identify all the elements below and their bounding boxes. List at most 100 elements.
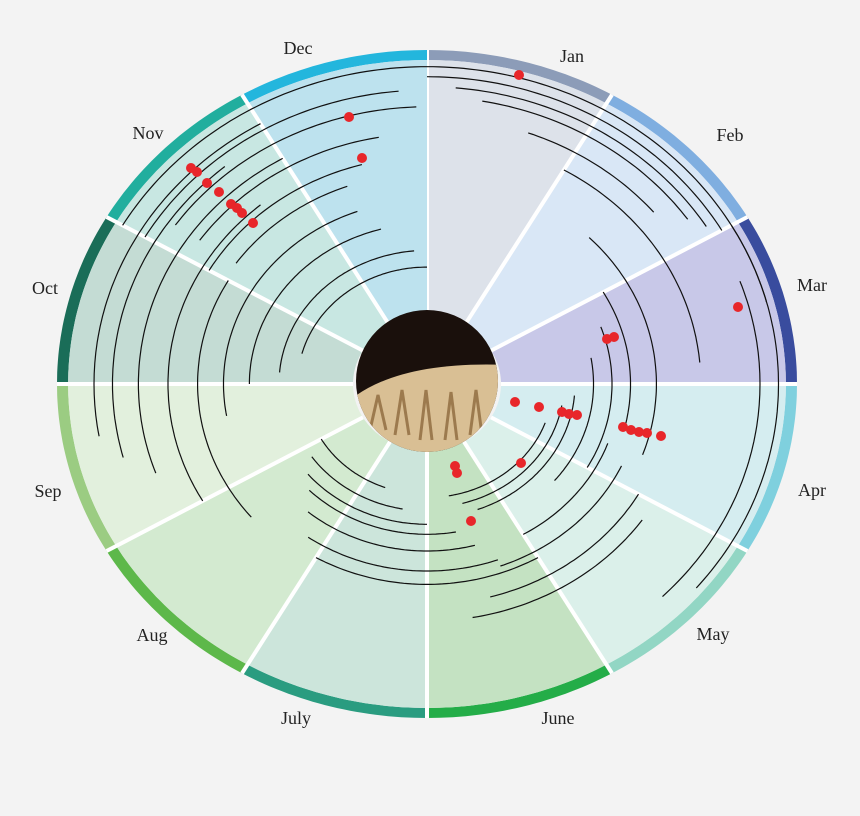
spawning-arc bbox=[208, 164, 363, 271]
month-label: Aug bbox=[137, 625, 168, 645]
spawning-dot bbox=[516, 458, 526, 468]
sector-divider bbox=[462, 93, 614, 328]
month-sector bbox=[427, 441, 607, 708]
spawning-arc bbox=[199, 136, 379, 241]
spawning-arc bbox=[320, 438, 386, 489]
month-band bbox=[106, 94, 248, 222]
sector-divider bbox=[240, 440, 392, 675]
spawning-arc bbox=[235, 185, 348, 264]
spawning-dot bbox=[237, 208, 247, 218]
sector-divider bbox=[105, 215, 364, 353]
spawning-arc bbox=[93, 123, 261, 437]
month-band bbox=[57, 217, 117, 384]
spawning-dot bbox=[510, 397, 520, 407]
spawning-arc bbox=[144, 90, 399, 238]
spawning-dot bbox=[656, 431, 666, 441]
spawning-arc bbox=[222, 210, 358, 417]
spawning-arc bbox=[426, 76, 723, 231]
spawning-arc bbox=[522, 443, 609, 535]
month-sector bbox=[427, 60, 607, 327]
month-band bbox=[242, 50, 427, 104]
sector-divider bbox=[490, 415, 749, 553]
month-band bbox=[737, 217, 797, 384]
spawning-dot bbox=[634, 427, 644, 437]
spawning-arc bbox=[455, 87, 707, 227]
spawning-arc bbox=[695, 224, 780, 589]
spawning-arc bbox=[197, 280, 252, 518]
spawning-dot bbox=[733, 302, 743, 312]
spawning-dot bbox=[452, 468, 462, 478]
month-label: Dec bbox=[284, 38, 313, 58]
month-sector bbox=[247, 60, 427, 327]
spawning-dot bbox=[202, 178, 212, 188]
spawning-dot bbox=[514, 70, 524, 80]
month-sector bbox=[491, 384, 786, 546]
month-label: Sep bbox=[35, 481, 62, 501]
spawning-dot bbox=[572, 410, 582, 420]
spawning-arc bbox=[111, 166, 226, 458]
spawning-dot bbox=[344, 112, 354, 122]
month-label: July bbox=[281, 708, 311, 728]
spawning-dot bbox=[564, 409, 574, 419]
spawning-arc bbox=[586, 326, 613, 468]
spawning-dot bbox=[357, 153, 367, 163]
month-band bbox=[737, 384, 797, 551]
month-band bbox=[106, 546, 248, 674]
spawning-dot bbox=[214, 187, 224, 197]
month-label: Jan bbox=[560, 46, 584, 66]
sector-divider bbox=[462, 440, 614, 675]
month-sector bbox=[247, 441, 427, 708]
month-sector bbox=[464, 417, 738, 665]
spawning-dot bbox=[248, 218, 258, 228]
month-label: Nov bbox=[133, 123, 164, 143]
spawning-arc bbox=[315, 557, 539, 586]
spawning-arc bbox=[307, 536, 499, 572]
spawning-dot bbox=[534, 402, 544, 412]
sector-divider bbox=[240, 93, 392, 328]
spawning-arc bbox=[477, 395, 575, 511]
spawning-dot bbox=[618, 422, 628, 432]
month-band bbox=[427, 664, 612, 718]
month-band bbox=[57, 384, 117, 551]
spawning-arc bbox=[311, 456, 403, 510]
sector-divider bbox=[490, 215, 749, 353]
month-label: Oct bbox=[32, 278, 58, 298]
spawning-arc bbox=[472, 519, 643, 619]
spawning-arc bbox=[279, 250, 415, 373]
spawning-arc bbox=[528, 132, 655, 213]
spawning-arc bbox=[662, 280, 761, 598]
spawning-dot bbox=[642, 428, 652, 438]
spawning-arc bbox=[122, 66, 427, 226]
month-band bbox=[606, 94, 748, 222]
month-label: Mar bbox=[797, 275, 827, 295]
spawning-arc bbox=[308, 489, 456, 535]
spawning-dot bbox=[192, 167, 202, 177]
month-band bbox=[242, 664, 427, 718]
spawning-dot bbox=[466, 516, 476, 526]
spawning-arc bbox=[602, 291, 632, 432]
month-sector bbox=[464, 103, 738, 351]
month-label: May bbox=[697, 624, 730, 644]
spawning-arc bbox=[500, 465, 623, 567]
spawning-dot bbox=[609, 332, 619, 342]
spawning-arc bbox=[448, 422, 546, 497]
spawning-arc bbox=[490, 493, 639, 598]
spawning-arc bbox=[248, 228, 382, 384]
spawning-arc bbox=[307, 473, 427, 525]
spawning-dot bbox=[626, 425, 636, 435]
spawning-arc bbox=[462, 405, 563, 504]
spawning-arc bbox=[167, 204, 261, 502]
month-label: Apr bbox=[798, 480, 826, 500]
spawning-arc bbox=[137, 157, 283, 474]
spawning-arc bbox=[174, 106, 417, 226]
month-sector bbox=[116, 417, 390, 665]
spawning-arc bbox=[554, 357, 595, 482]
spawning-arc bbox=[482, 100, 689, 220]
spawning-arc bbox=[563, 169, 701, 363]
spawning-arc bbox=[588, 237, 658, 456]
month-band bbox=[427, 50, 612, 104]
spawning-arc bbox=[307, 511, 476, 552]
spawning-arc bbox=[301, 266, 427, 354]
month-label: Feb bbox=[717, 125, 744, 145]
